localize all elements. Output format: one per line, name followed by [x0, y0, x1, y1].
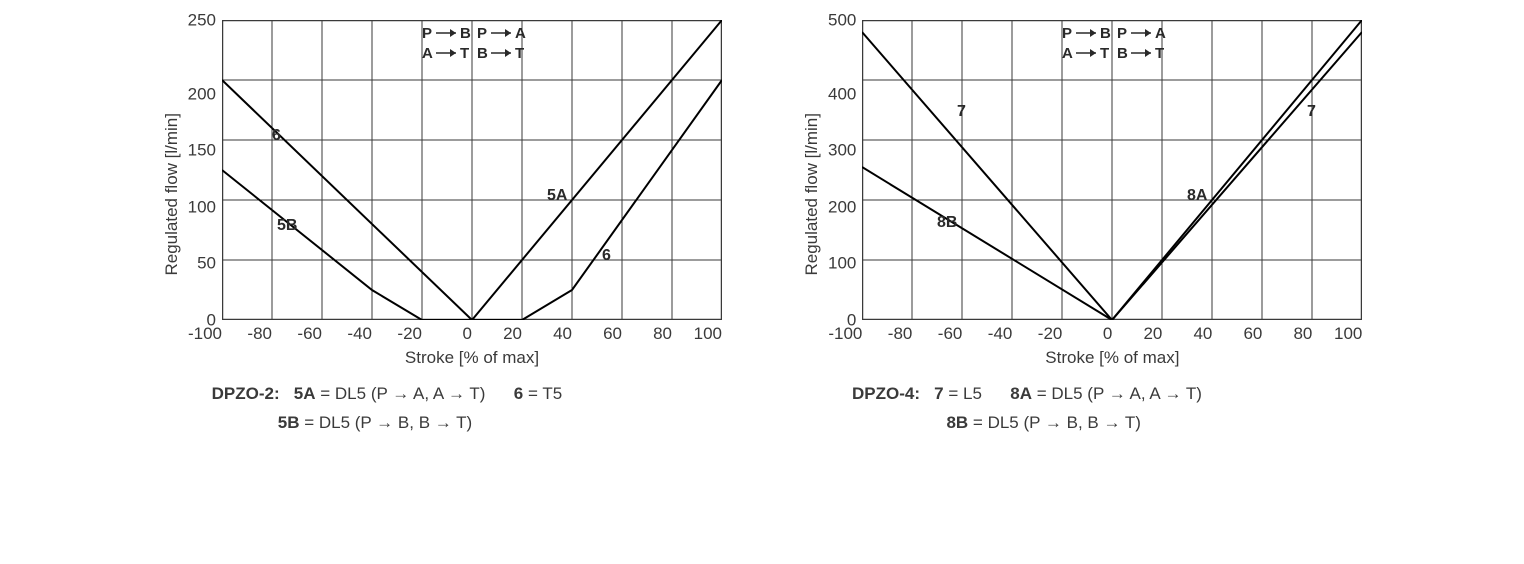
svg-text:B: B — [477, 45, 488, 62]
legend: DPZO-4: 7 = L5 8A = DL5 (P → A, A → T) 8… — [852, 380, 1202, 438]
svg-text:T: T — [1100, 45, 1109, 62]
svg-text:5A: 5A — [547, 187, 568, 204]
svg-text:A: A — [515, 25, 526, 42]
y-ticks: 250200150100500 — [188, 20, 216, 320]
svg-text:6: 6 — [272, 127, 281, 144]
svg-text:T: T — [1155, 45, 1164, 62]
svg-text:P: P — [422, 25, 432, 42]
x-axis-label: Stroke [% of max] — [862, 348, 1362, 368]
svg-text:P: P — [1062, 25, 1072, 42]
svg-text:B: B — [1100, 25, 1111, 42]
svg-text:7: 7 — [957, 103, 966, 120]
svg-text:5B: 5B — [277, 217, 297, 234]
svg-text:A: A — [422, 45, 433, 62]
left-chart: Regulated flow [l/min] 250200150100500 6… — [162, 20, 722, 438]
right-chart: Regulated flow [l/min] 5004003002001000 … — [802, 20, 1362, 438]
y-axis-label: Regulated flow [l/min] — [162, 113, 182, 276]
svg-text:6: 6 — [602, 247, 611, 264]
svg-text:P: P — [1117, 25, 1127, 42]
y-axis-label: Regulated flow [l/min] — [802, 113, 822, 276]
chart-plot: 78B8A7PBATPABT — [862, 20, 1362, 320]
chart-plot: 65B5A6PBATPABT — [222, 20, 722, 320]
svg-text:8B: 8B — [937, 214, 957, 231]
x-ticks: -100-80-60-40-20020406080100 — [222, 324, 722, 344]
svg-text:8A: 8A — [1187, 187, 1208, 204]
svg-text:T: T — [515, 45, 524, 62]
x-ticks: -100-80-60-40-20020406080100 — [862, 324, 1362, 344]
legend: DPZO-2: 5A = DL5 (P → A, A → T) 6 = T5 5… — [212, 380, 563, 438]
svg-text:B: B — [460, 25, 471, 42]
svg-text:B: B — [1117, 45, 1128, 62]
svg-text:P: P — [477, 25, 487, 42]
svg-text:A: A — [1155, 25, 1166, 42]
x-axis-label: Stroke [% of max] — [222, 348, 722, 368]
svg-text:T: T — [460, 45, 469, 62]
svg-text:7: 7 — [1307, 103, 1316, 120]
svg-text:A: A — [1062, 45, 1073, 62]
y-ticks: 5004003002001000 — [828, 20, 856, 320]
